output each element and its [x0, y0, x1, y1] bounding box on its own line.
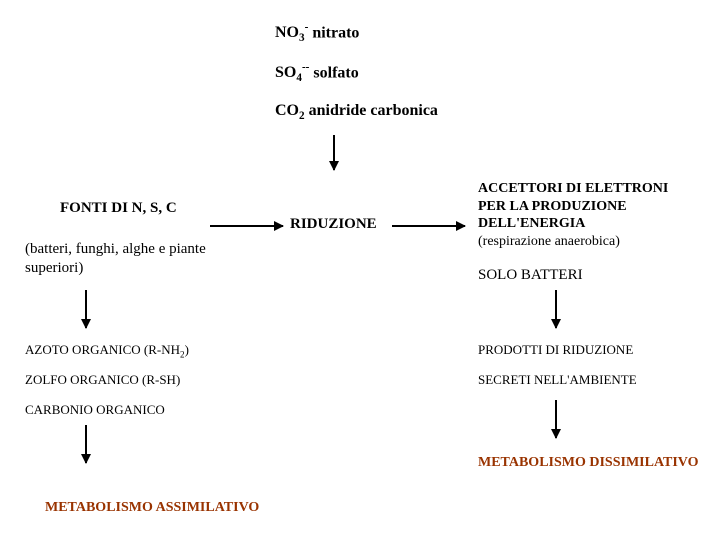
nitrate-line: NO3- nitrato	[275, 22, 359, 45]
arrow-riduzione-to-accettori	[392, 225, 465, 227]
nitrate-formula: NO3-	[275, 24, 308, 41]
dissimilativo-label: METABOLISMO DISSIMILATIVO	[478, 455, 699, 471]
arrow-fonti-to-azoto	[85, 290, 87, 328]
assimilativo-label: METABOLISMO ASSIMILATIVO	[45, 500, 259, 516]
prodotti-line: PRODOTTI DI RIDUZIONE	[478, 342, 633, 358]
carbonio-line: CARBONIO ORGANICO	[25, 402, 165, 418]
arrow-secreti-to-dissimilativo	[555, 400, 557, 438]
arrow-solobatteri-to-prodotti	[555, 290, 557, 328]
sulfate-formula: SO4--	[275, 64, 309, 81]
solo-batteri-label: SOLO BATTERI	[478, 267, 583, 284]
fonti-label: FONTI DI N, S, C	[60, 200, 177, 217]
sulfate-line: SO4-- solfato	[275, 62, 359, 85]
secreti-line: SECRETI NELL'AMBIENTE	[478, 372, 637, 388]
nitrate-label: nitrato	[308, 24, 359, 41]
arrow-top-to-riduzione	[333, 135, 335, 170]
accettori-l2: PER LA PRODUZIONE	[478, 198, 668, 216]
sulfate-label: solfato	[309, 64, 358, 81]
azoto-line: AZOTO ORGANICO (R-NH2)	[25, 342, 189, 360]
arrow-carbonio-to-assimilativo	[85, 425, 87, 463]
co2-label: anidride carbonica	[305, 102, 438, 119]
accettori-l3: DELL'ENERGIA	[478, 215, 668, 233]
azoto-suffix: )	[185, 342, 189, 357]
zolfo-line: ZOLFO ORGANICO (R-SH)	[25, 372, 180, 388]
azoto-prefix: AZOTO ORGANICO (R-NH	[25, 342, 180, 357]
co2-line: CO2 anidride carbonica	[275, 102, 438, 122]
co2-formula: CO2	[275, 102, 305, 119]
accettori-l1: ACCETTORI DI ELETTRONI	[478, 180, 668, 198]
riduzione-label: RIDUZIONE	[290, 216, 377, 233]
organisms-text: (batteri, funghi, alghe e piante superio…	[25, 240, 225, 278]
accettori-block: ACCETTORI DI ELETTRONI PER LA PRODUZIONE…	[478, 180, 668, 250]
arrow-fonti-to-riduzione	[210, 225, 283, 227]
accettori-l4: (respirazione anaerobica)	[478, 233, 668, 251]
